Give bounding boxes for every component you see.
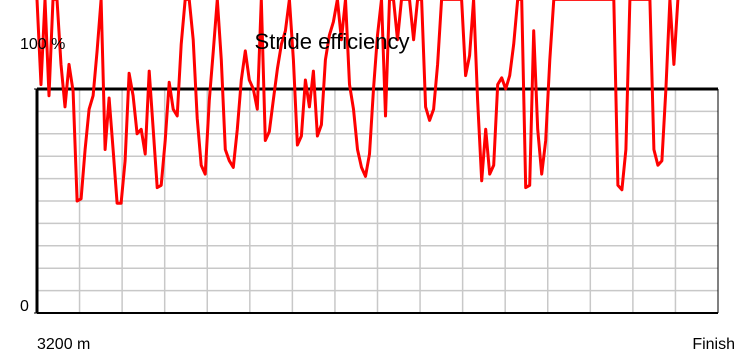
y-tick-label: 100 % [20,36,65,53]
x-tick-label: Finish [692,336,735,353]
lines [35,0,680,205]
y-tick-label: 0 [20,298,29,315]
x-tick-label: 3200 m [37,336,90,353]
chart-title: Stride efficiency [255,29,410,54]
data-line [35,0,680,205]
